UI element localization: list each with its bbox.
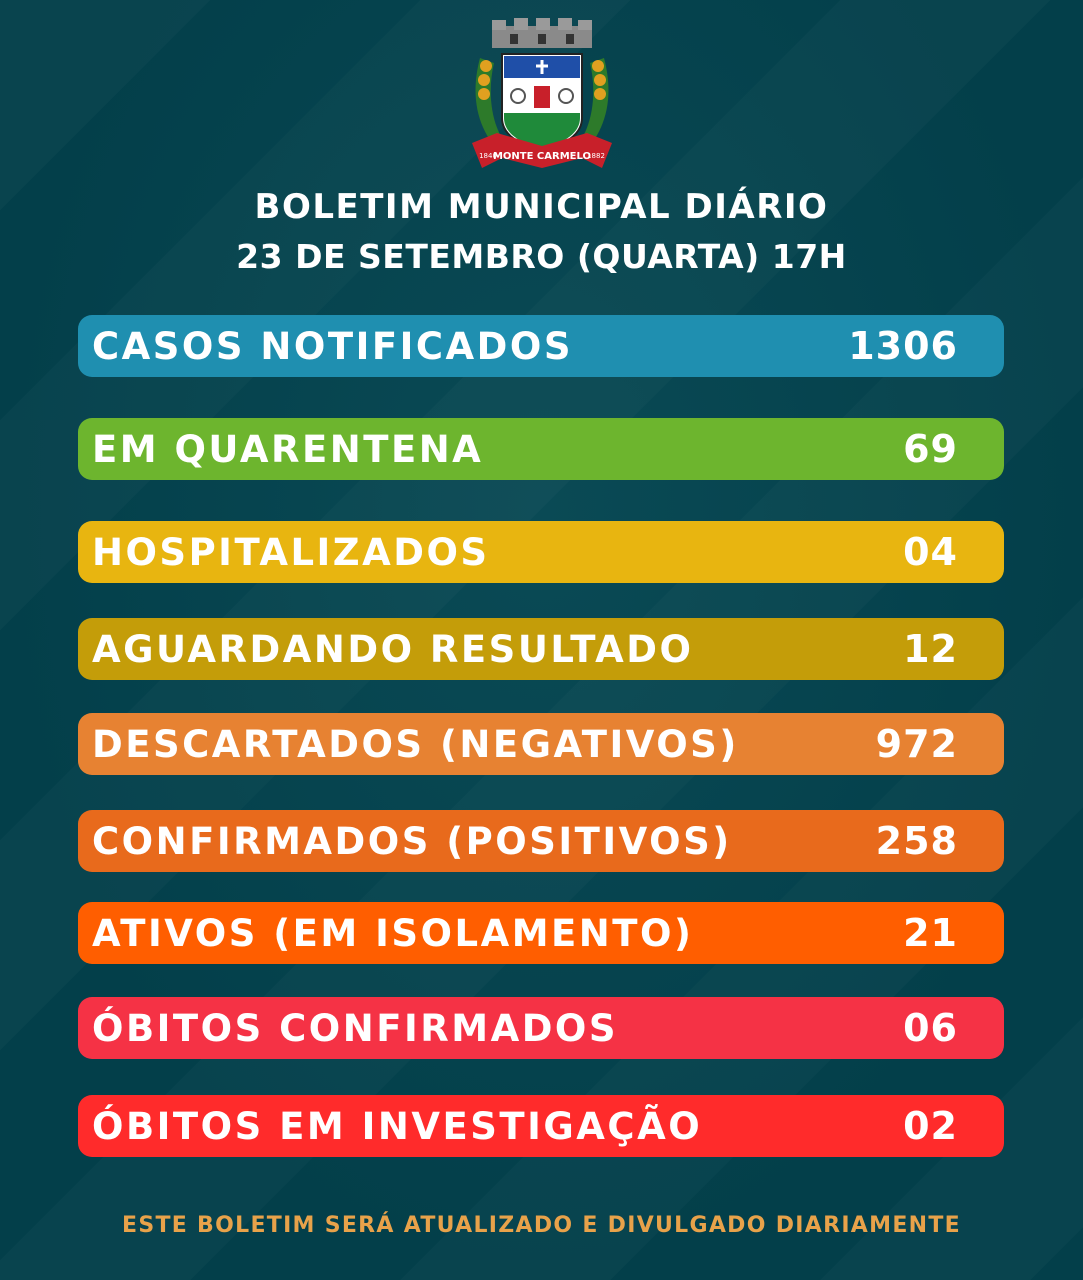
stat-value: 02 (903, 1104, 958, 1148)
stat-label: ÓBITOS EM INVESTIGAÇÃO (92, 1104, 703, 1148)
stat-row-ativos: ATIVOS (EM ISOLAMENTO) 21 (78, 902, 1004, 964)
stat-value: 69 (903, 427, 958, 471)
stat-value: 06 (903, 1006, 958, 1050)
stat-value: 21 (903, 911, 958, 955)
footer-note: ESTE BOLETIM SERÁ ATUALIZADO E DIVULGADO… (121, 1213, 962, 1238)
svg-text:1840: 1840 (479, 152, 497, 160)
stat-value: 04 (903, 530, 958, 574)
stat-label: EM QUARENTENA (92, 427, 484, 471)
stat-label: ÓBITOS CONFIRMADOS (92, 1006, 619, 1050)
stat-label: DESCARTADOS (NEGATIVOS) (92, 722, 739, 766)
svg-text:1882: 1882 (587, 152, 605, 160)
page-subtitle: 23 DE SETEMBRO (QUARTA) 17H (236, 237, 847, 276)
stat-row-em-quarentena: EM QUARENTENA 69 (78, 418, 1004, 480)
stat-label: ATIVOS (EM ISOLAMENTO) (92, 911, 694, 955)
stat-row-aguardando-resultado: AGUARDANDO RESULTADO 12 (78, 618, 1004, 680)
stat-label: HOSPITALIZADOS (92, 530, 490, 574)
stat-value: 258 (875, 819, 958, 863)
stat-row-casos-notificados: CASOS NOTIFICADOS 1306 (78, 315, 1004, 377)
stat-label: CONFIRMADOS (POSITIVOS) (92, 819, 732, 863)
stat-label: CASOS NOTIFICADOS (92, 324, 573, 368)
svg-text:MONTE CARMELO: MONTE CARMELO (493, 151, 591, 162)
page-title: BOLETIM MUNICIPAL DIÁRIO (254, 187, 829, 227)
stat-value: 12 (903, 627, 958, 671)
stat-row-descartados: DESCARTADOS (NEGATIVOS) 972 (78, 713, 1004, 775)
municipal-crest-logo: MONTE CARMELO 1840 1882 (472, 18, 612, 168)
stat-value: 972 (875, 722, 958, 766)
stat-row-obitos-confirmados: ÓBITOS CONFIRMADOS 06 (78, 997, 1004, 1059)
stat-value: 1306 (848, 324, 958, 368)
stat-row-obitos-investigacao: ÓBITOS EM INVESTIGAÇÃO 02 (78, 1095, 1004, 1157)
stat-row-hospitalizados: HOSPITALIZADOS 04 (78, 521, 1004, 583)
stat-label: AGUARDANDO RESULTADO (92, 627, 694, 671)
stat-row-confirmados: CONFIRMADOS (POSITIVOS) 258 (78, 810, 1004, 872)
